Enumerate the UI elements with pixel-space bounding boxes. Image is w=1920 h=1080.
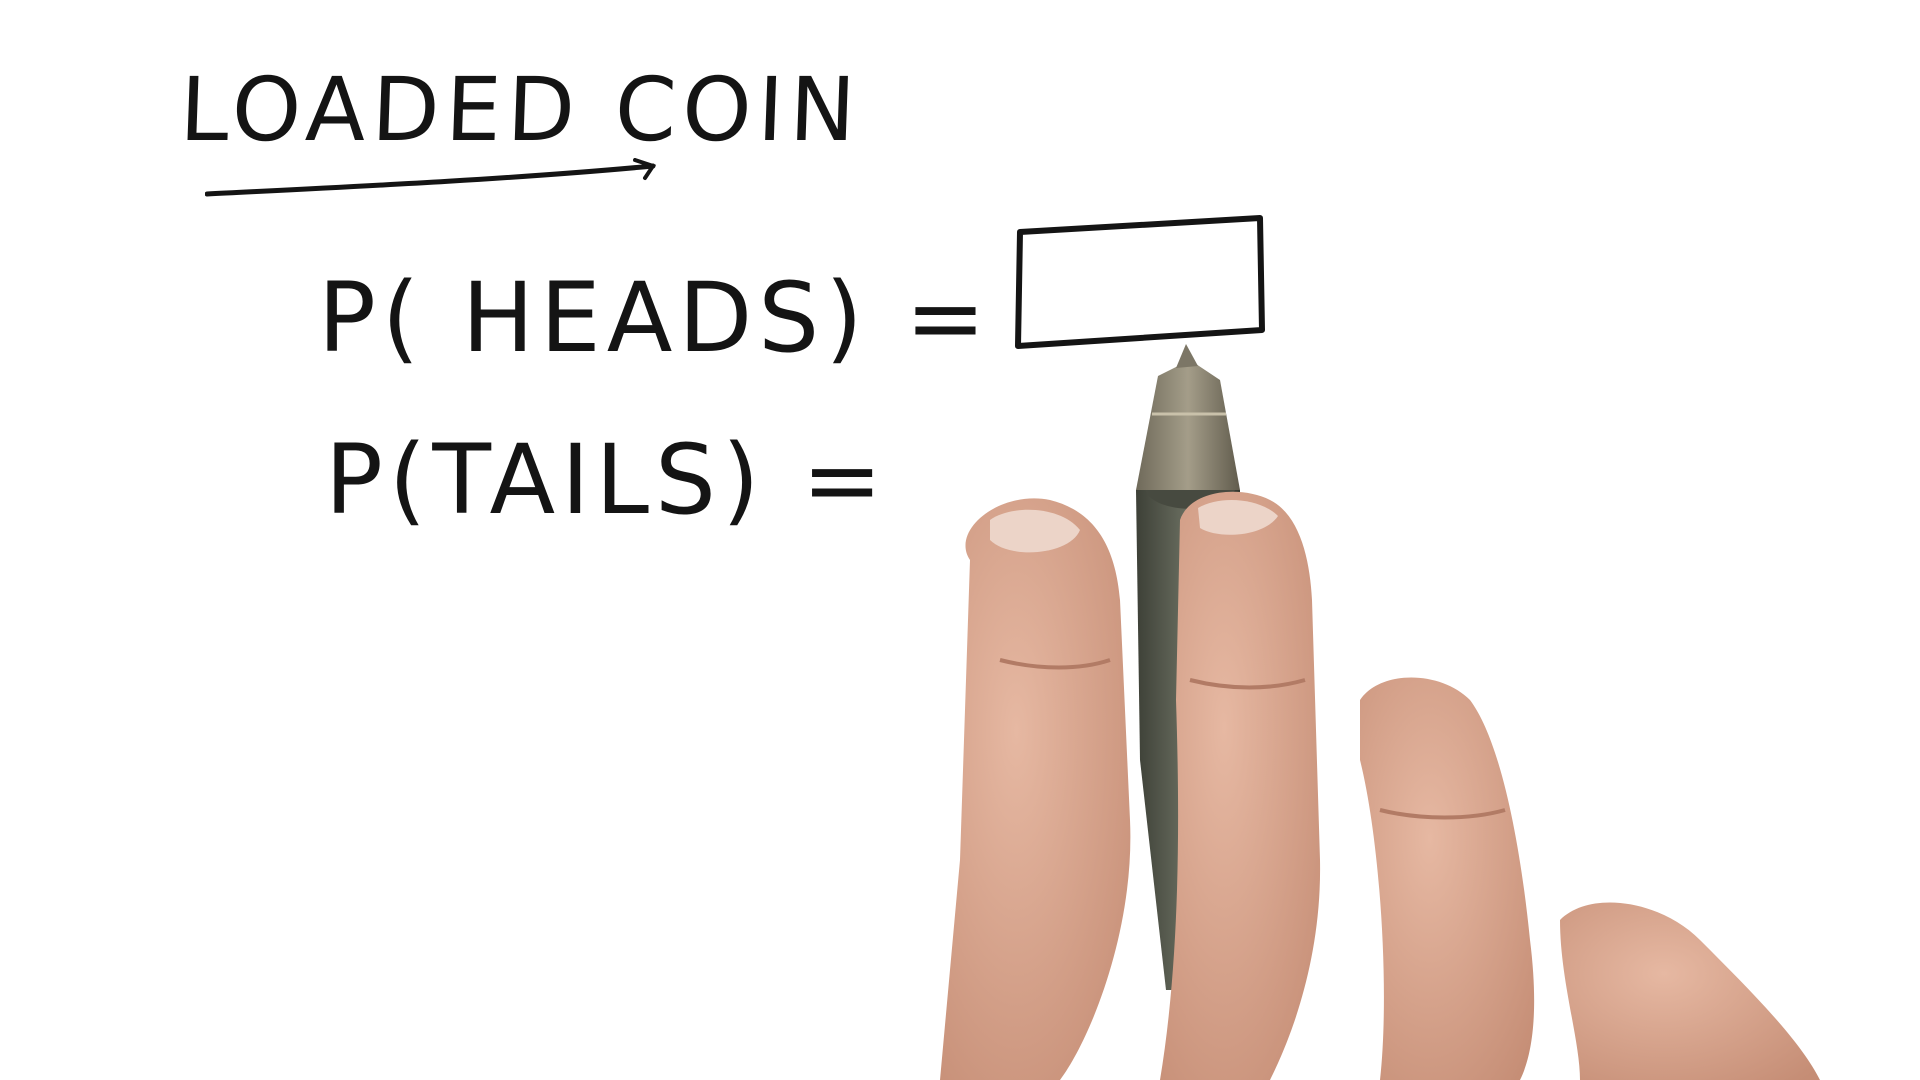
title-underline <box>205 158 657 197</box>
answer-box[interactable] <box>1012 212 1268 352</box>
equation-tails: P(TAILS) = <box>325 424 889 536</box>
hand-holding-pen <box>940 344 1820 1080</box>
hand-icon <box>940 491 1820 1080</box>
board-title: LOADED COIN <box>178 58 864 161</box>
equation-heads: P( HEADS) = <box>318 262 992 374</box>
